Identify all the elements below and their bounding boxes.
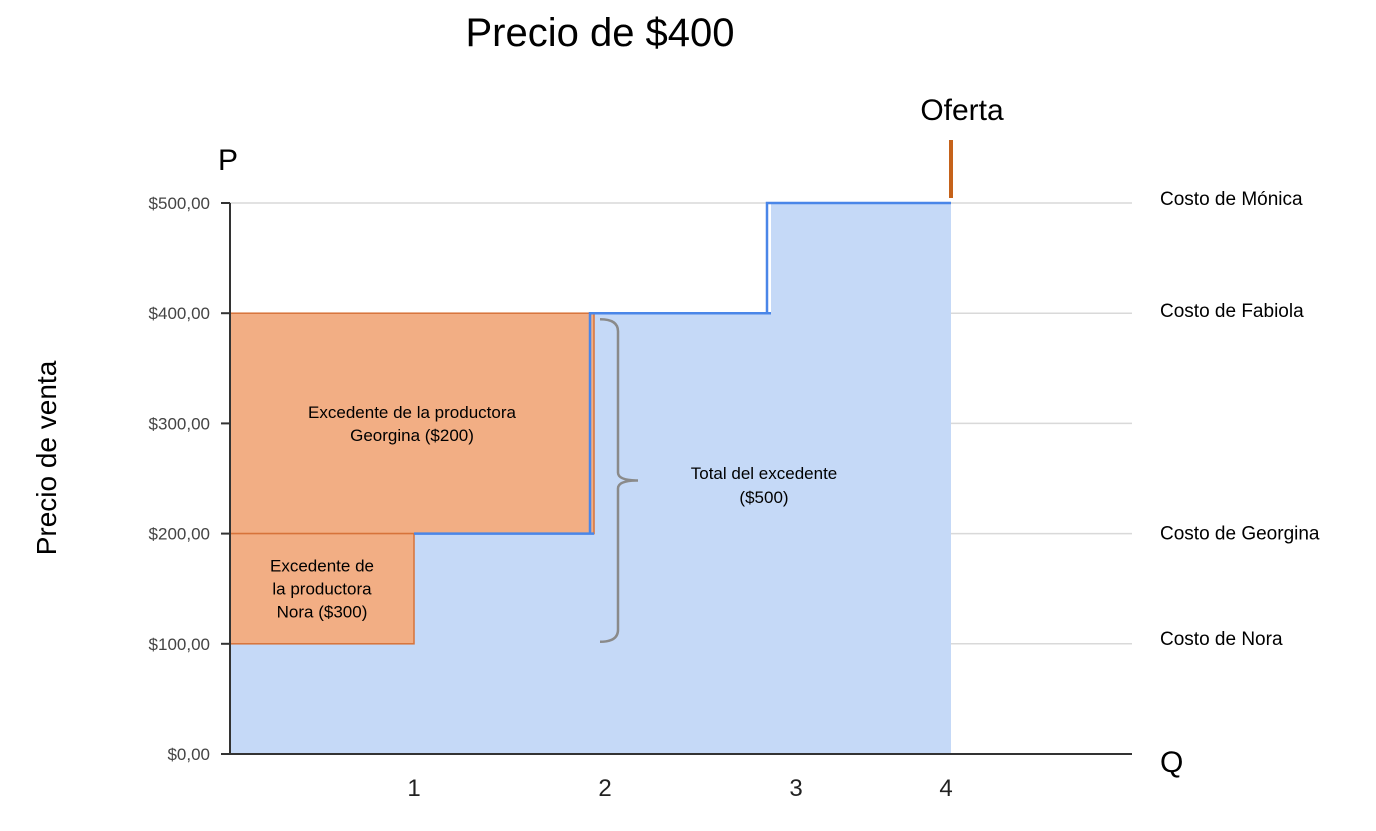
chart-title: Precio de $400	[465, 11, 734, 55]
surplus-area	[229, 532, 415, 645]
supply-line	[414, 201, 951, 535]
total-surplus-brace	[599, 317, 639, 644]
surplus-label: la productora	[272, 580, 372, 599]
y-tick-label: $300,00	[149, 414, 210, 433]
y-tick-label: $400,00	[149, 304, 210, 323]
x-tick-label: 3	[789, 775, 802, 802]
y-tick-label: $500,00	[149, 194, 210, 213]
surplus-label: Excedente de la productora	[308, 403, 516, 422]
surplus-area	[229, 312, 595, 535]
cost-label: Costo de Fabiola	[1160, 301, 1304, 322]
supply-label: Oferta	[920, 94, 1004, 127]
plot-layer: Excedente de la productora Georgina ($200…	[149, 140, 1320, 802]
y-axis-label: Precio de venta	[31, 360, 62, 555]
x-tick-label: 2	[598, 775, 611, 802]
x-tick-label: 4	[939, 775, 952, 802]
y-axis-letter: P	[218, 144, 238, 177]
cost-label: Costo de Georgina	[1160, 524, 1320, 545]
total-surplus-label: Total del excedente	[691, 464, 838, 483]
cost-label: Costo de Mónica	[1160, 189, 1303, 210]
y-tick-label: $100,00	[149, 635, 210, 654]
y-tick-label: $0,00	[167, 745, 210, 764]
surplus-label: Excedente de	[270, 557, 374, 576]
x-axis-letter: Q	[1160, 746, 1183, 779]
supply-area	[230, 203, 951, 754]
total-surplus-label: ($500)	[739, 488, 788, 507]
x-tick-label: 1	[407, 775, 420, 802]
surplus-label: Georgina ($200)	[350, 426, 474, 445]
cost-label: Costo de Nora	[1160, 629, 1283, 650]
y-tick-label: $200,00	[149, 525, 210, 544]
surplus-label: Nora ($300)	[277, 603, 368, 622]
